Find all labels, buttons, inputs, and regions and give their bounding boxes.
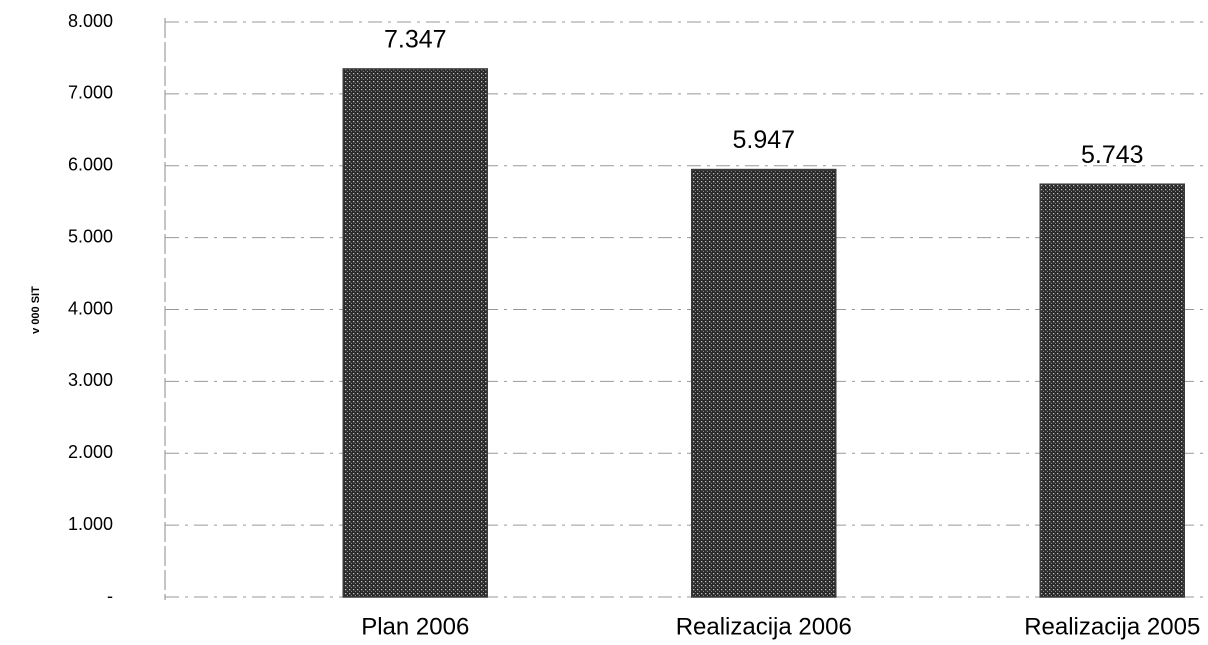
y-tick-label: 7.000 (68, 83, 113, 103)
y-tick-label: 5.000 (68, 226, 113, 246)
y-axis-label: v 000 SIT (30, 286, 42, 334)
y-tick-label: 1.000 (68, 514, 113, 534)
value-label: 7.347 (384, 26, 447, 54)
y-tick-label: 4.000 (68, 298, 113, 318)
y-tick-label: 6.000 (68, 155, 113, 175)
bar (342, 68, 488, 598)
y-tick-label: - (107, 586, 113, 606)
x-tick-label: Realizacija 2005 (1024, 613, 1200, 640)
y-tick-label: 8.000 (68, 11, 113, 31)
value-label: 5.947 (732, 126, 795, 154)
bar (1039, 183, 1185, 598)
x-tick-label: Plan 2006 (361, 613, 469, 640)
y-tick-label: 3.000 (68, 370, 113, 390)
y-tick-label: 2.000 (68, 442, 113, 462)
x-tick-label: Realizacija 2006 (676, 613, 852, 640)
value-label: 5.743 (1081, 141, 1144, 169)
bar (691, 168, 837, 598)
